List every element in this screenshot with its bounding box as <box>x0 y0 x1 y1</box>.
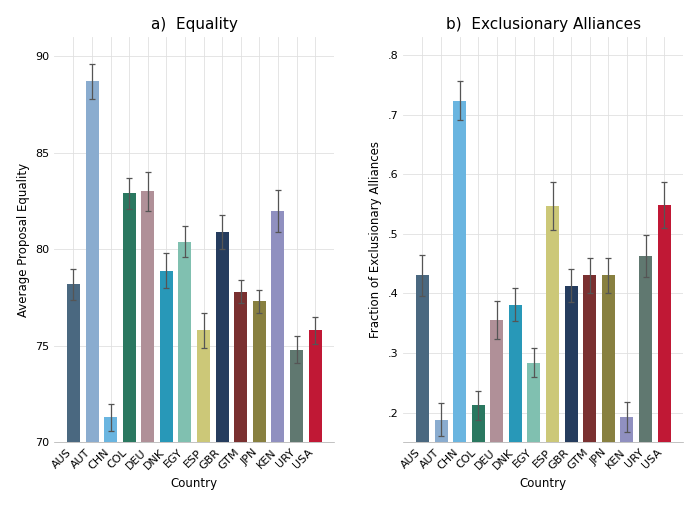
Bar <box>490 319 503 507</box>
Bar <box>67 284 80 507</box>
Bar <box>435 420 447 507</box>
Bar <box>639 256 652 507</box>
Y-axis label: Average Proposal Equality: Average Proposal Equality <box>17 163 29 317</box>
Bar <box>122 193 136 507</box>
Bar <box>253 302 266 507</box>
X-axis label: Country: Country <box>171 477 218 490</box>
X-axis label: Country: Country <box>519 477 567 490</box>
Bar <box>472 406 484 507</box>
Bar <box>178 242 192 507</box>
Bar <box>509 305 522 507</box>
Bar <box>141 192 154 507</box>
Bar <box>197 331 210 507</box>
Bar <box>546 206 559 507</box>
Bar <box>160 271 173 507</box>
Bar <box>104 417 117 507</box>
Bar <box>416 275 429 507</box>
Bar <box>583 275 596 507</box>
Bar <box>602 275 615 507</box>
Bar <box>290 350 303 507</box>
Bar <box>216 232 229 507</box>
Bar <box>272 211 284 507</box>
Bar <box>234 292 247 507</box>
Bar <box>657 205 671 507</box>
Bar <box>565 285 578 507</box>
Title: a)  Equality: a) Equality <box>150 17 238 31</box>
Bar <box>309 331 321 507</box>
Bar <box>528 363 540 507</box>
Bar <box>620 417 634 507</box>
Bar <box>85 82 99 507</box>
Title: b)  Exclusionary Alliances: b) Exclusionary Alliances <box>446 17 640 31</box>
Bar <box>453 101 466 507</box>
Y-axis label: Fraction of Exclusionary Alliances: Fraction of Exclusionary Alliances <box>369 141 382 338</box>
